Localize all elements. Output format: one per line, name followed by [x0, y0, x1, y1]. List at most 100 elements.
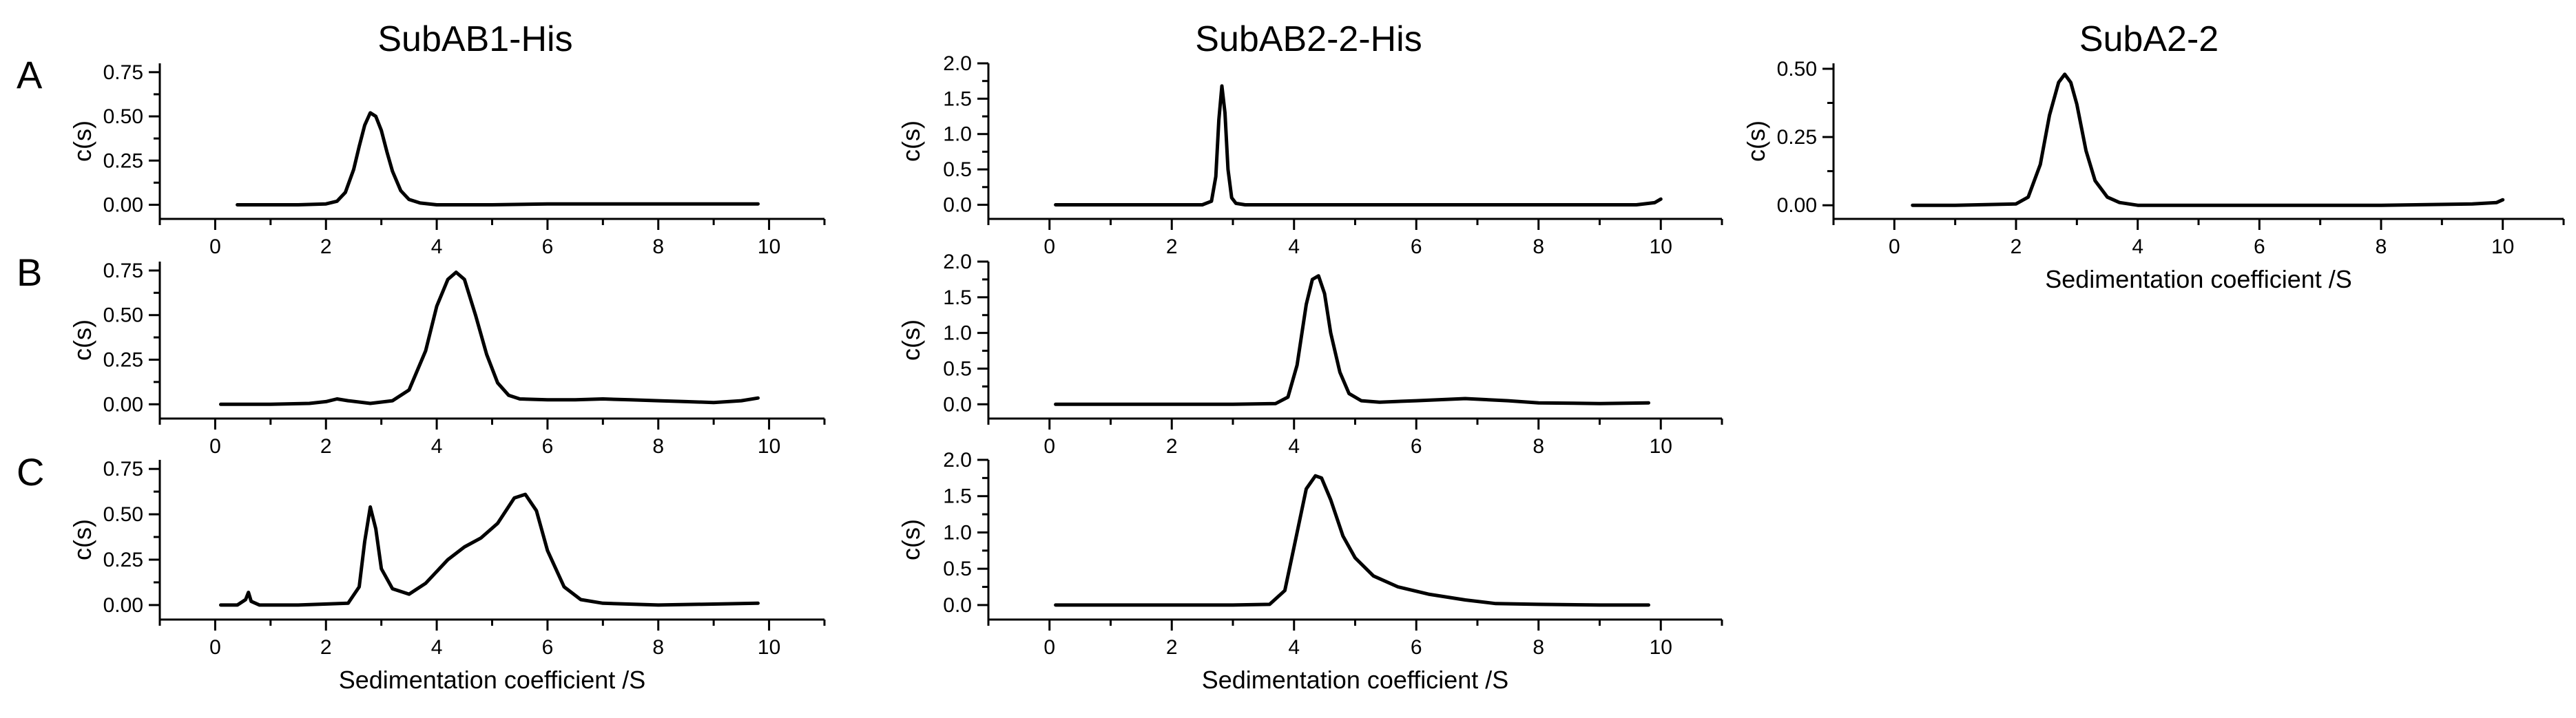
y-axis-label: c(s) [68, 519, 96, 560]
y-tick-label: 0.50 [103, 105, 143, 128]
y-tick-label: 1.5 [943, 485, 972, 508]
x-axis-label: Sedimentation coefficient /S [2045, 265, 2352, 293]
y-tick-label: 0.25 [1777, 126, 1817, 149]
panel-c1: 0 2 4 6 8 10 0.00 0.25 0.50 0.75 c(s) Sedimentation… [68, 458, 826, 694]
panel-a2: 0 2 4 6 8 10 0.0 0.5 1.0 1.5 2.0 c(s) [897, 52, 1723, 258]
y-axis-label: c(s) [1742, 120, 1770, 162]
x-tick-label: 10 [1650, 435, 1672, 458]
y-tick-label: 0.0 [943, 193, 972, 216]
y-tick-label: 0.0 [943, 393, 972, 416]
x-tick-label: 0 [1043, 435, 1055, 458]
y-tick-label: 0.00 [103, 594, 143, 617]
x-tick-label: 10 [1650, 235, 1672, 258]
y-tick-label: 0.50 [103, 503, 143, 526]
column-title-subab1-his: SubAB1-His [377, 19, 572, 59]
x-tick-label: 0 [209, 435, 221, 458]
y-axis-label: c(s) [897, 319, 925, 361]
series-line [1054, 84, 1663, 207]
series-line [236, 111, 760, 207]
chart-panels: 0 2 4 6 8 100.000.250.500.75c(s)0 2 4 6 8 100.00.5… [68, 52, 2565, 694]
x-tick-label: 8 [2376, 235, 2387, 258]
y-axis-label: c(s) [897, 120, 925, 162]
y-tick-label: 0.25 [103, 149, 143, 172]
y-tick-label: 0.75 [103, 458, 143, 481]
x-tick-label: 4 [1288, 235, 1300, 258]
y-tick-label: 0.25 [103, 349, 143, 372]
y-axis-label: c(s) [68, 120, 96, 162]
x-tick-label: 8 [652, 235, 664, 258]
y-tick-label: 1.0 [943, 521, 972, 544]
y-tick-label: 0.50 [103, 304, 143, 327]
y-tick-label: 0.75 [103, 260, 143, 282]
x-tick-label: 10 [1650, 636, 1672, 659]
y-axis-label: c(s) [897, 519, 925, 560]
x-tick-label: 8 [652, 636, 664, 659]
x-tick-label: 2 [320, 235, 332, 258]
row-label-c: C [17, 450, 44, 494]
x-tick-label: 4 [1288, 435, 1300, 458]
series-line [1911, 72, 2505, 207]
x-tick-label: 6 [1411, 435, 1422, 458]
x-tick-label: 0 [209, 235, 221, 258]
x-tick-label: 4 [2132, 235, 2143, 258]
series-line [219, 492, 760, 607]
y-tick-label: 0.00 [103, 193, 143, 216]
x-tick-label: 2 [1166, 636, 1178, 659]
x-tick-label: 6 [542, 636, 554, 659]
x-tick-label: 10 [2491, 235, 2514, 258]
x-axis-label: Sedimentation coefficient /S [1202, 666, 1509, 694]
x-tick-label: 2 [320, 636, 332, 659]
panel-a1: 0 2 4 6 8 10 0.00 0.25 0.50 0.75 c(s) [68, 61, 826, 258]
x-tick-label: 4 [431, 636, 443, 659]
y-tick-label: 0.75 [103, 61, 143, 84]
y-tick-label: 0.5 [943, 158, 972, 181]
x-tick-label: 0 [209, 636, 221, 659]
x-tick-label: 8 [652, 435, 664, 458]
y-tick-label: 1.0 [943, 123, 972, 146]
y-tick-label: 0.00 [103, 393, 143, 416]
x-tick-label: 2 [2011, 235, 2022, 258]
y-tick-label: 0.0 [943, 594, 972, 617]
y-tick-label: 0.00 [1777, 194, 1817, 217]
y-tick-label: 2.0 [943, 251, 972, 273]
x-tick-label: 8 [1533, 636, 1544, 659]
x-tick-label: 6 [542, 435, 554, 458]
x-tick-label: 10 [758, 435, 780, 458]
series-line [219, 271, 760, 406]
y-tick-label: 1.0 [943, 322, 972, 345]
x-tick-label: 0 [1889, 235, 1900, 258]
x-tick-label: 8 [1533, 235, 1544, 258]
x-tick-label: 4 [1288, 636, 1300, 659]
y-tick-label: 2.0 [943, 449, 972, 472]
x-tick-label: 2 [1166, 235, 1178, 258]
row-label-b: B [17, 251, 42, 294]
y-tick-label: 0.50 [1777, 58, 1817, 81]
y-axis-label: c(s) [68, 319, 96, 361]
x-tick-label: 0 [1043, 636, 1055, 659]
y-tick-label: 1.5 [943, 286, 972, 309]
panel-b2: 0 2 4 6 8 10 0.0 0.5 1.0 1.5 2.0 c(s) [897, 251, 1723, 458]
panel-c2: 0 2 4 6 8 10 0.0 0.5 1.0 1.5 2.0 c(s) Sedimentation … [897, 449, 1723, 694]
x-axis-label: Sedimentation coefficient /S [339, 666, 646, 694]
x-tick-label: 4 [431, 435, 443, 458]
column-title-suba2-2: SubA2-2 [2079, 19, 2219, 59]
x-tick-label: 10 [758, 636, 780, 659]
y-tick-label: 2.0 [943, 52, 972, 75]
x-tick-label: 8 [1533, 435, 1544, 458]
y-tick-label: 0.5 [943, 357, 972, 380]
x-tick-label: 10 [758, 235, 780, 258]
x-tick-label: 0 [1043, 235, 1055, 258]
x-tick-label: 4 [431, 235, 443, 258]
panel-b1: 0 2 4 6 8 10 0.00 0.25 0.50 0.75 c(s) [68, 260, 826, 458]
series-line [1054, 274, 1650, 406]
y-tick-label: 0.5 [943, 558, 972, 580]
row-label-a: A [17, 53, 43, 96]
x-tick-label: 6 [1411, 636, 1422, 659]
column-title-subab2-2-his: SubAB2-2-His [1195, 19, 1422, 59]
x-tick-label: 2 [1166, 435, 1178, 458]
panel-a3: 0 2 4 6 8 10 0.00 0.25 0.50 c(s) Sedimentation coe… [1742, 58, 2565, 293]
y-tick-label: 1.5 [943, 87, 972, 110]
x-tick-label: 6 [542, 235, 554, 258]
x-tick-label: 2 [320, 435, 332, 458]
series-line [1054, 474, 1650, 607]
